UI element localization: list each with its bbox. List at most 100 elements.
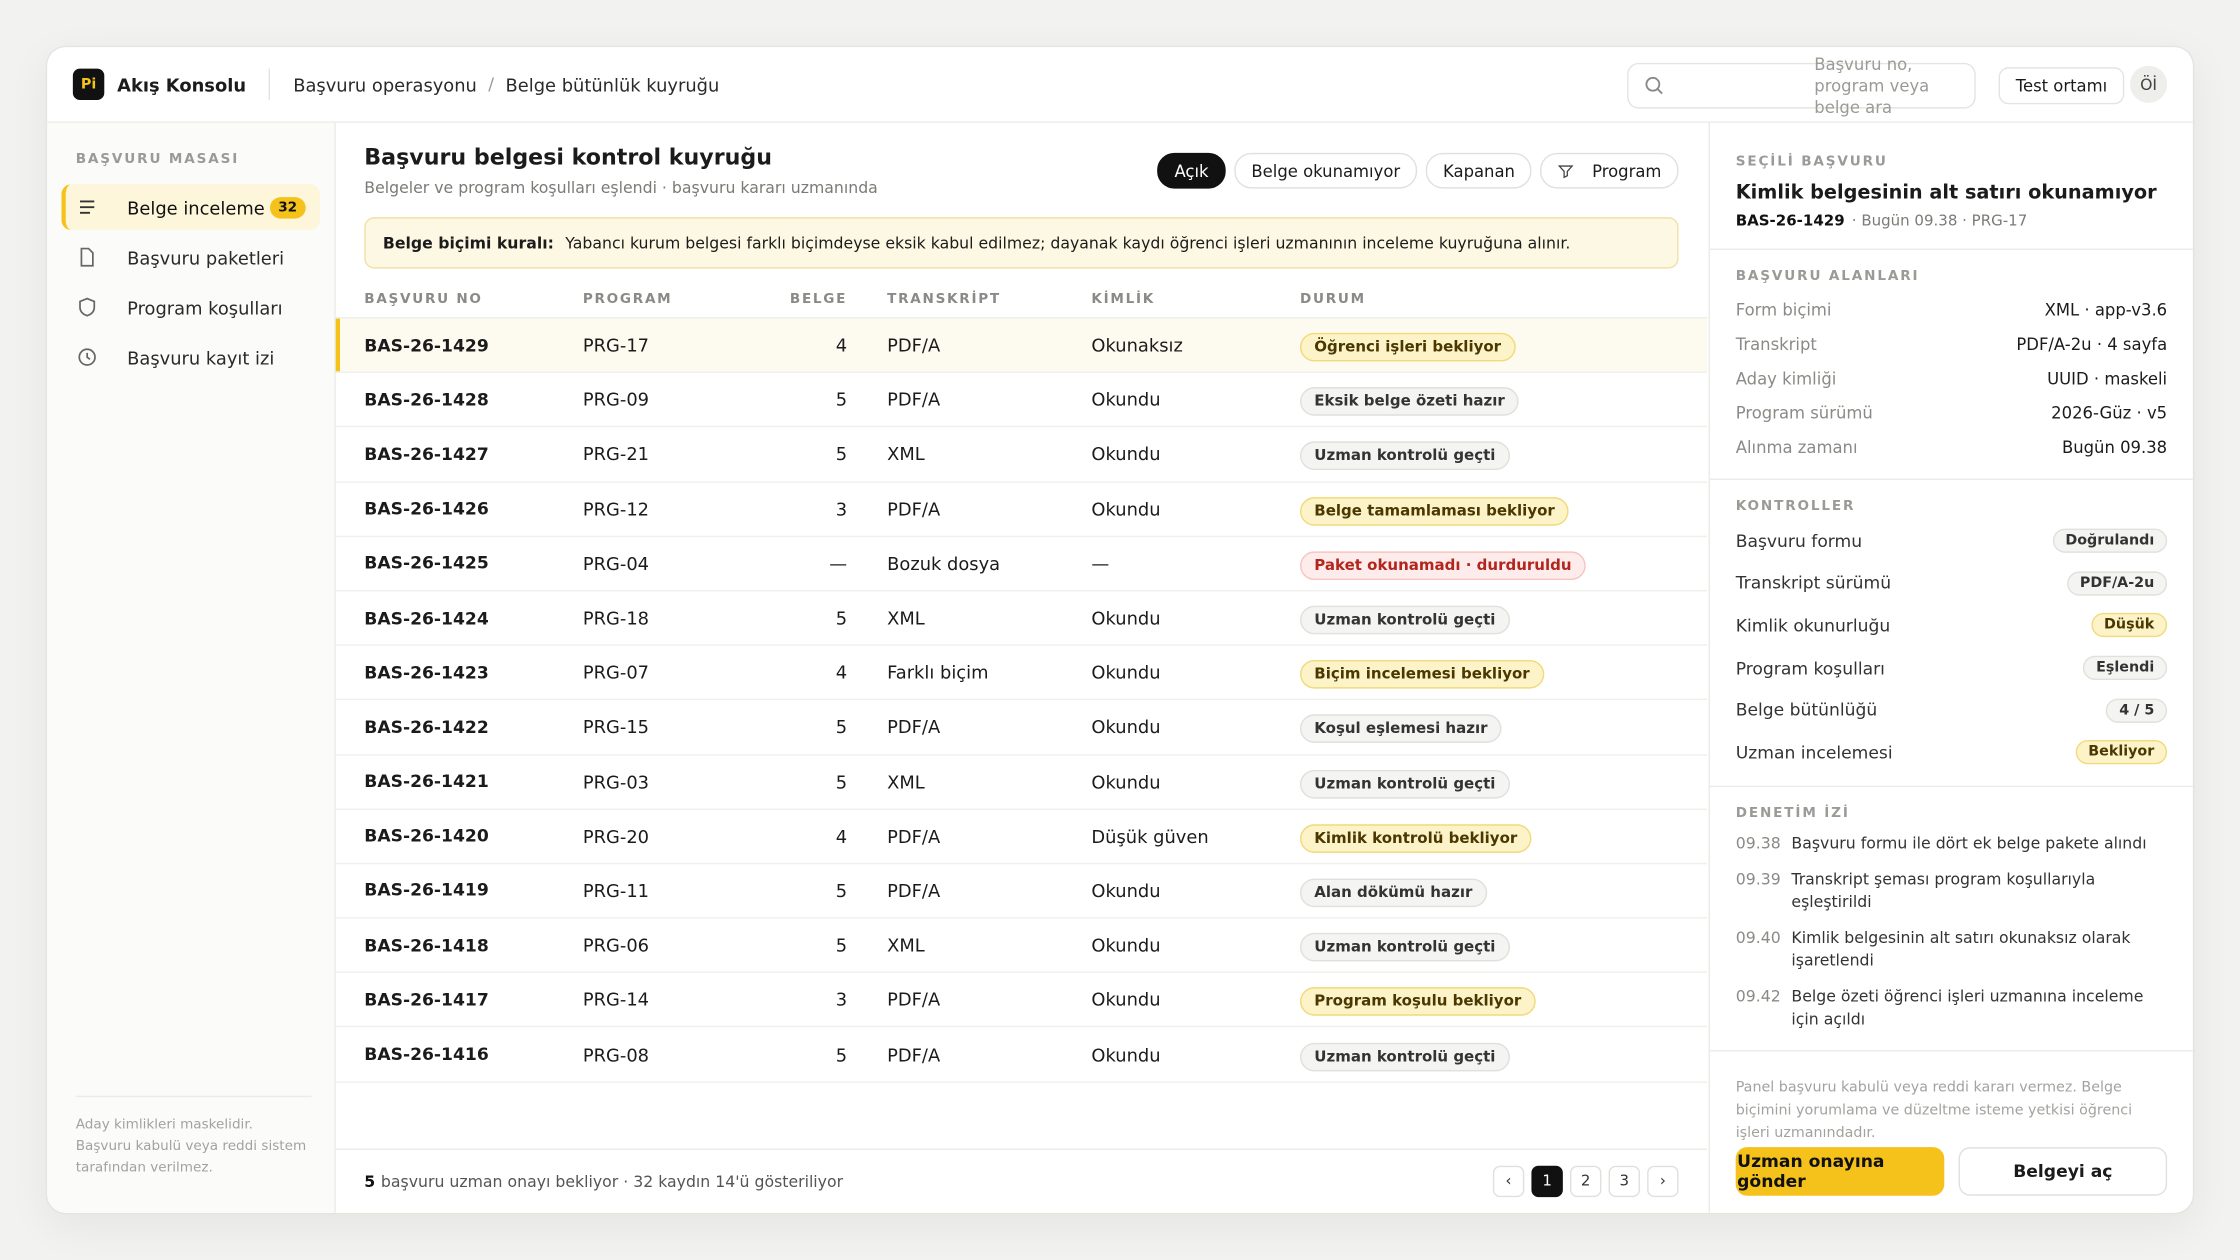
cell-docs: 5: [835, 388, 848, 411]
panel-note: Panel başvuru kabulü veya reddi kararı v…: [1735, 1079, 2133, 1141]
cell-id: BAS-26-1427: [364, 444, 489, 465]
check-row: Belge bütünlüğü 4 / 5: [1736, 689, 2168, 731]
cell-transcript: XML: [887, 443, 925, 465]
cell-id: BAS-26-1416: [364, 1044, 489, 1065]
status-badge: Uzman kontrolü geçti: [1299, 442, 1510, 471]
cell-id: BAS-26-1429: [364, 335, 489, 356]
cell-docs: 5: [835, 770, 848, 793]
filter-chip[interactable]: Kapanan: [1425, 152, 1533, 189]
status-cell: Koşul eşlemesi hazır: [1299, 714, 1502, 744]
checks-section: KONTROLLER Başvuru formu Doğrulandı Transkr…: [1709, 480, 2193, 787]
status-cell: Paket okunamadı · durduruldu: [1299, 551, 1586, 580]
cell-id: BAS-26-1420: [364, 826, 489, 847]
table-row[interactable]: BAS-26-1418 PRG-06 5 XML Okundu Uzman kontrol…: [335, 919, 1708, 974]
logo: Pi: [72, 68, 105, 100]
status-badge: Kimlik kontrolü bekliyor: [1299, 823, 1532, 853]
table-row[interactable]: BAS-26-1417 PRG-14 3 PDF/A Okundu Program koş…: [335, 973, 1708, 1028]
cell-identity: Okundu: [1091, 1043, 1161, 1066]
page-next[interactable]: ›: [1647, 1165, 1679, 1198]
status-cell: Uzman kontrolü geçti: [1299, 769, 1510, 798]
secondary-button[interactable]: Belgeyi aç: [1958, 1147, 2168, 1196]
search-box[interactable]: Başvuru no, program veya belge ara: [1627, 54, 1976, 116]
status-badge: Program koşulu bekliyor: [1299, 987, 1536, 1017]
cell-program: PRG-11: [582, 879, 650, 902]
table-row[interactable]: BAS-26-1426 PRG-12 3 PDF/A Okundu Belge tamam…: [335, 482, 1708, 537]
avatar[interactable]: Öİ: [2129, 65, 2168, 103]
table-row[interactable]: BAS-26-1423 PRG-07 4 Farklı biçim Okundu Biçi…: [335, 646, 1708, 701]
filter-chip[interactable]: Program: [1540, 152, 1679, 189]
table-row[interactable]: BAS-26-1419 PRG-11 5 PDF/A Okundu Alan dökümü…: [335, 864, 1708, 919]
nav-item[interactable]: Belge inceleme 32: [61, 184, 320, 230]
notice: Belge biçimi kuralı: Yabancı kurum belges…: [364, 217, 1679, 269]
table-row[interactable]: BAS-26-1422 PRG-15 5 PDF/A Okundu Koşul eşlem…: [335, 700, 1708, 755]
breadcrumb[interactable]: Başvuru operasyonu: [293, 73, 477, 95]
icon: [1558, 162, 1584, 179]
cell-program: PRG-06: [582, 934, 650, 956]
audit-entry: 09.40 Kimlik belgesinin alt satırı okunak…: [1736, 927, 2167, 973]
cell-transcript: XML: [887, 934, 925, 956]
audit-time: 09.40: [1735, 927, 1781, 947]
table-row[interactable]: BAS-26-1421 PRG-03 5 XML Okundu Uzman kontrol…: [335, 755, 1708, 810]
table-row[interactable]: BAS-26-1427 PRG-21 5 XML Okundu Uzman kontrol…: [335, 428, 1708, 483]
cell-docs: 5: [835, 443, 848, 465]
column-header: KİMLİK: [1091, 290, 1155, 307]
filter-chip[interactable]: Belge okunamıyor: [1234, 152, 1418, 189]
detail-meta: BAS-26-1429 · Bugün 09.38 · PRG-17: [1736, 213, 2167, 230]
nav-badge: 32: [269, 196, 306, 218]
cell-program: PRG-18: [582, 607, 650, 629]
cell-docs: 4: [835, 825, 848, 847]
status-cell: Uzman kontrolü geçti: [1299, 605, 1510, 635]
cell-docs: 4: [835, 334, 848, 356]
env-button[interactable]: Test ortamı: [1998, 67, 2125, 105]
table-footer: 5 başvuru uzman onayı bekliyor · 32 kaydı…: [335, 1148, 1708, 1213]
cell-identity: Okundu: [1091, 607, 1161, 629]
nav-item[interactable]: Başvuru kayıt izi: [61, 334, 320, 380]
primary-button[interactable]: Uzman onayına gönder: [1735, 1147, 1945, 1196]
breadcrumb[interactable]: Belge bütünlük kuyruğu: [505, 73, 720, 95]
page-button[interactable]: 2: [1569, 1165, 1602, 1198]
audit-text: Belge özeti öğrenci işleri uzmanına ince…: [1791, 986, 2144, 1028]
detail-id: BAS-26-1429: [1735, 212, 1845, 230]
page-button[interactable]: 1: [1531, 1165, 1563, 1198]
audit-time: 09.38: [1735, 833, 1781, 853]
subtitle: Belgeler ve program koşulları eşlendi · …: [364, 178, 878, 198]
status-badge: Biçim incelemesi bekliyor: [1299, 660, 1544, 689]
table-row[interactable]: BAS-26-1420 PRG-20 4 PDF/A Düşük güven Kimlik…: [335, 810, 1708, 865]
pagination: ‹ 1 2 3 ›: [1492, 1165, 1679, 1198]
notice-text: Yabancı kurum belgesi farklı biçimdeyse …: [565, 233, 1571, 253]
status-badge: Uzman kontrolü geçti: [1299, 605, 1510, 635]
cell-id: BAS-26-1417: [364, 989, 489, 1010]
page-button[interactable]: 3: [1608, 1165, 1640, 1198]
fields-section: BAŞVURU ALANLARI Form biçimi XML · app-v3.…: [1709, 250, 2193, 480]
filters: Açık Belge okunamıyor Kapanan Program: [1157, 152, 1679, 189]
cell-identity: Okundu: [1091, 934, 1161, 956]
filter-label: Kapanan: [1443, 160, 1515, 181]
table-row[interactable]: BAS-26-1428 PRG-09 5 PDF/A Okundu Eksik belge…: [335, 373, 1708, 428]
cell-transcript: PDF/A: [887, 334, 941, 356]
field-value: 2026-Güz · v5: [2051, 402, 2168, 423]
cell-identity: —: [1091, 552, 1110, 575]
check-row: Program koşulları Eşlendi: [1736, 647, 2168, 689]
nav-item[interactable]: Program koşulları: [61, 284, 320, 330]
cell-identity: Okundu: [1091, 770, 1161, 793]
section-title: BAŞVURU MASASI: [75, 151, 240, 168]
filter-chip[interactable]: Açık: [1157, 152, 1226, 189]
table-row[interactable]: BAS-26-1416 PRG-08 5 PDF/A Okundu Uzman kontr…: [335, 1028, 1708, 1083]
check-badge: 4 / 5: [2106, 698, 2168, 723]
cell-program: PRG-12: [582, 498, 650, 520]
cell-program: PRG-15: [582, 716, 650, 738]
footer-text: başvuru uzman onayı bekliyor · 32 kaydın…: [380, 1172, 844, 1191]
audit-time: 09.42: [1735, 986, 1781, 1006]
page-prev[interactable]: ‹: [1492, 1165, 1525, 1198]
table-row[interactable]: BAS-26-1425 PRG-04 — Bozuk dosya — Paket okun…: [335, 537, 1708, 592]
table-row[interactable]: BAS-26-1429 PRG-17 4 PDF/A Okunaksız Öğrenci …: [335, 318, 1708, 374]
cell-id: BAS-26-1418: [364, 935, 489, 956]
table-row[interactable]: BAS-26-1424 PRG-18 5 XML Okundu Uzman kontrol…: [335, 591, 1708, 646]
divider: [268, 68, 271, 100]
status-cell: Belge tamamlaması bekliyor: [1299, 496, 1570, 526]
status-cell: Kimlik kontrolü bekliyor: [1299, 823, 1532, 853]
check-badge: Düşük: [2091, 613, 2168, 638]
nav-item[interactable]: Başvuru paketleri: [61, 234, 320, 280]
